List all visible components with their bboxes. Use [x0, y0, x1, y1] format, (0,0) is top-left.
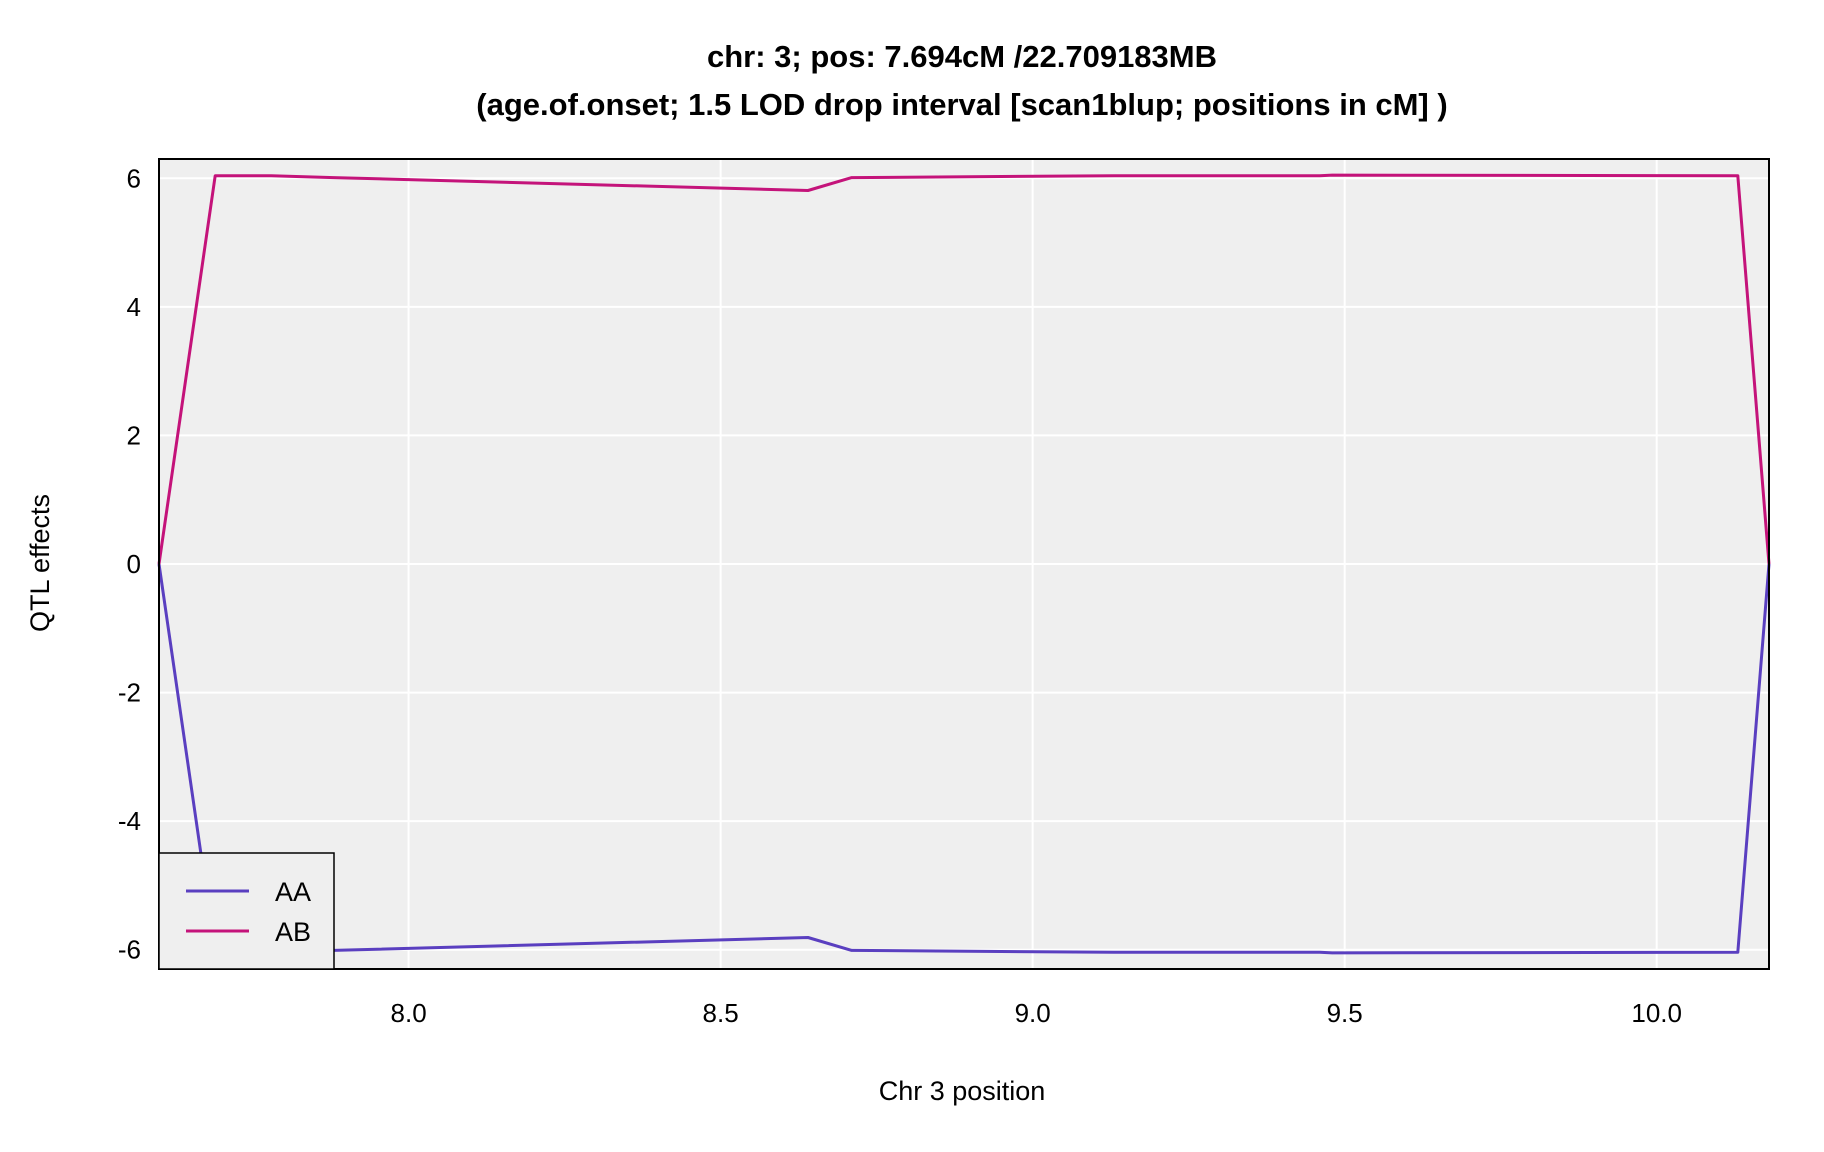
x-tick-label: 8.5 [703, 998, 739, 1028]
y-tick-label: -4 [118, 806, 141, 836]
legend-label-aa: AA [275, 877, 311, 907]
x-axis-label: Chr 3 position [879, 1076, 1046, 1106]
y-tick-label: 6 [127, 163, 141, 193]
plot-frame [158, 158, 1770, 970]
x-axis-ticks: 8.0 8.5 9.0 9.5 10.0 [391, 998, 1682, 1028]
x-tick-label: 10.0 [1631, 998, 1682, 1028]
legend-box [158, 852, 335, 970]
legend-label-ab: AB [275, 917, 311, 947]
x-tick-label: 8.0 [391, 998, 427, 1028]
y-tick-label: -6 [118, 935, 141, 965]
y-axis-ticks: -6 -4 -2 0 2 4 6 [118, 163, 141, 964]
y-tick-label: 0 [127, 549, 141, 579]
y-tick-label: 2 [127, 420, 141, 450]
grid-lines [159, 159, 1769, 969]
y-tick-label: 4 [127, 292, 141, 322]
x-tick-label: 9.5 [1327, 998, 1363, 1028]
series-line-ab [157, 173, 1771, 565]
x-tick-label: 9.0 [1015, 998, 1051, 1028]
legend: AA AB [158, 852, 335, 970]
y-tick-label: -2 [118, 678, 141, 708]
chart-title-line2: (age.of.onset; 1.5 LOD drop interval [sc… [476, 87, 1447, 122]
y-axis-label: QTL effects [25, 494, 55, 632]
chart-title-line1: chr: 3; pos: 7.694cM /22.709183MB [707, 39, 1217, 74]
